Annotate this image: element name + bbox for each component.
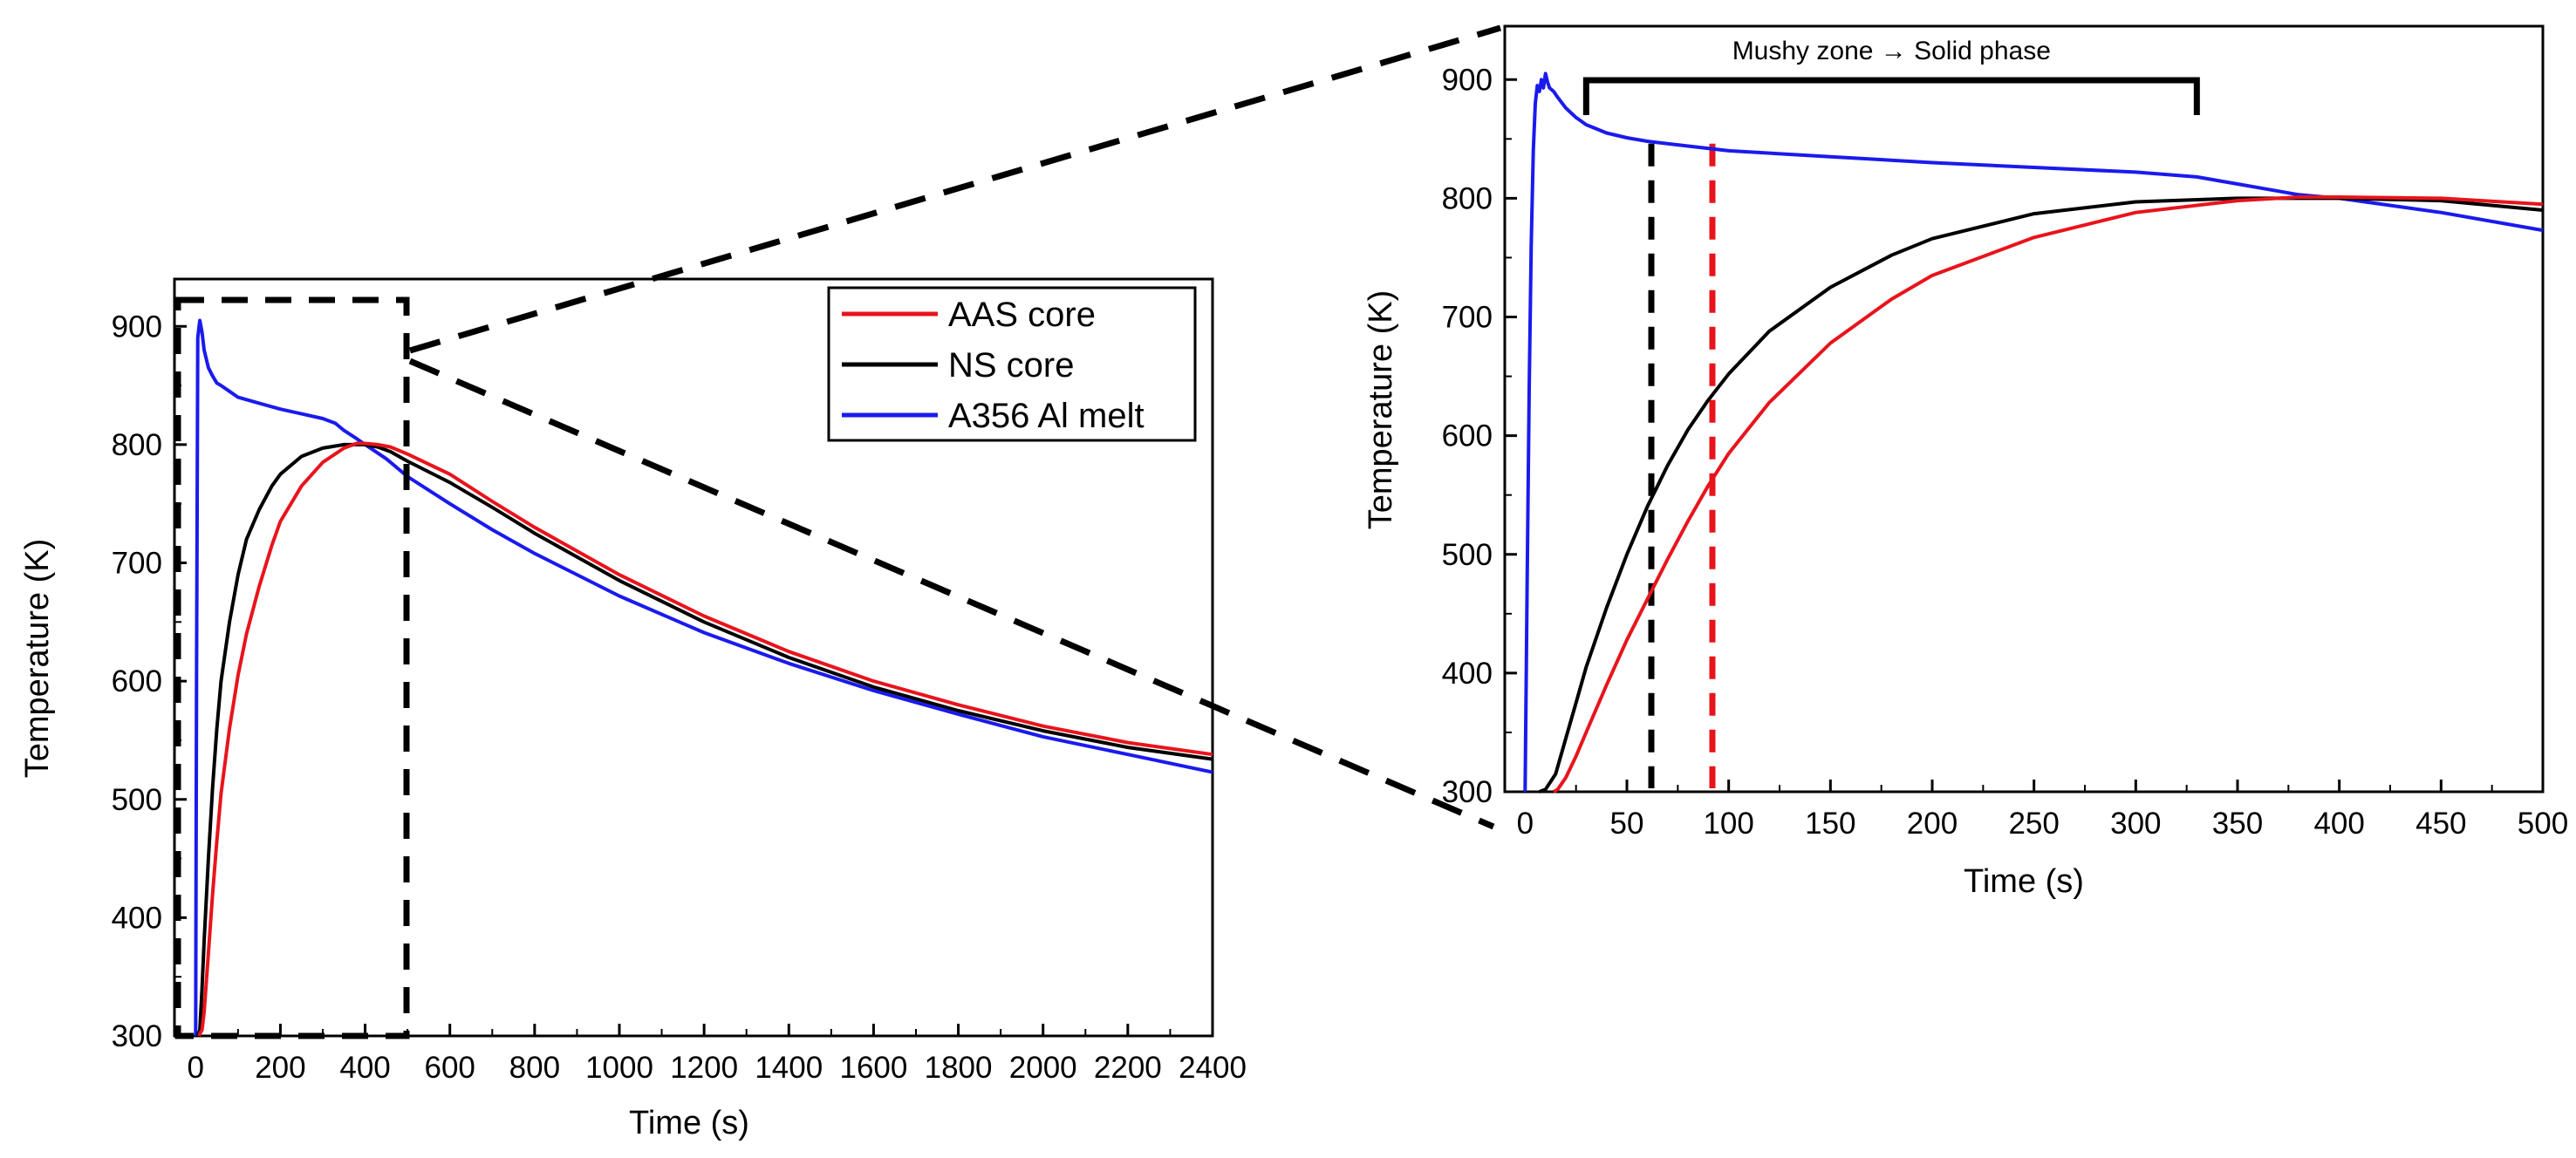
zoom-x-tick-label: 350 xyxy=(2212,807,2263,841)
zoom-x-tick-label: 150 xyxy=(1805,807,1855,841)
main-x-tick-label: 2000 xyxy=(1009,1051,1077,1085)
main-x-axis-label: Time (s) xyxy=(629,1105,749,1141)
zoom-x-tick-label: 500 xyxy=(2518,807,2568,841)
zoom-x-tick-label: 400 xyxy=(2313,807,2364,841)
zoom-y-tick-label: 500 xyxy=(1442,538,1493,572)
main-x-tick-label: 2200 xyxy=(1094,1051,1162,1085)
zoom-series-ns-core xyxy=(1538,196,2544,794)
zoom-x-tick-label: 100 xyxy=(1703,807,1753,841)
zoom-x-tick-label: 300 xyxy=(2110,807,2161,841)
zoom-y-tick-label: 900 xyxy=(1442,63,1493,97)
zoom-y-tick-label: 300 xyxy=(1442,775,1493,809)
main-x-tick-label: 200 xyxy=(255,1051,305,1085)
main-y-tick-label: 700 xyxy=(112,547,162,581)
zoom-y-tick-label: 600 xyxy=(1442,419,1493,453)
main-series-aas-core xyxy=(197,441,1213,1037)
main-series-ns-core xyxy=(195,442,1213,1037)
main-y-tick-label: 400 xyxy=(112,901,162,935)
legend-label-ns-core: NS core xyxy=(948,346,1075,385)
zoom-series-aas-core xyxy=(1553,195,2544,794)
connector-top xyxy=(409,24,1501,354)
zoom-x-tick-label: 50 xyxy=(1610,807,1644,841)
main-y-tick-label: 500 xyxy=(112,783,162,817)
zoom-x-tick-label: 450 xyxy=(2415,807,2466,841)
mushy-zone-bracket xyxy=(1582,77,2200,115)
main-chart: 0 200 400 600 800 1000 1200 1400 1600 1800 2000 220… xyxy=(19,277,1247,1141)
main-series xyxy=(194,318,1213,1037)
main-x-tick-label: 2400 xyxy=(1179,1051,1247,1085)
legend-label-aas-core: AAS core xyxy=(948,296,1096,334)
zoom-axes: 0 50 100 150 200 250 300 350 400 450 500 300 400 500 6… xyxy=(1442,63,2569,841)
main-y-tick-label: 800 xyxy=(112,428,162,462)
main-x-tick-label: 1400 xyxy=(755,1051,823,1085)
zoom-plot-frame xyxy=(1503,24,2545,794)
main-y-tick-label: 600 xyxy=(112,664,162,698)
zoom-series-a356-al-melt xyxy=(1523,72,2544,793)
zoom-series xyxy=(1523,72,2544,794)
main-plot-frame xyxy=(173,277,1214,1038)
main-x-tick-label: 400 xyxy=(339,1051,390,1085)
mushy-zone-annotation: Mushy zone → Solid phase xyxy=(1732,37,2051,65)
zoom-y-axis-label: Temperature (K) xyxy=(1363,290,1399,530)
main-x-tick-label: 600 xyxy=(425,1051,475,1085)
main-axes: 0 200 400 600 800 1000 1200 1400 1600 1800 2000 220… xyxy=(112,310,1247,1085)
zoom-x-axis-label: Time (s) xyxy=(1964,863,2084,900)
connector-bottom xyxy=(408,358,1495,830)
legend-label-a356-melt: A356 Al melt xyxy=(948,397,1145,435)
main-x-tick-label: 1000 xyxy=(585,1051,653,1085)
main-x-tick-label: 1800 xyxy=(925,1051,993,1085)
zoom-x-tick-label: 250 xyxy=(2008,807,2059,841)
main-x-tick-label: 1600 xyxy=(839,1051,907,1085)
main-y-tick-label: 900 xyxy=(112,310,162,344)
legend: AAS core NS core A356 Al melt xyxy=(827,286,1197,442)
zoom-x-tick-label: 200 xyxy=(1907,807,1958,841)
zoom-chart: 0 50 100 150 200 250 300 350 400 450 500 300 400 500 6… xyxy=(1363,24,2569,900)
zoom-x-tick-label: 0 xyxy=(1517,807,1534,841)
zoom-y-tick-label: 400 xyxy=(1442,657,1493,691)
main-y-axis-label: Temperature (K) xyxy=(19,539,56,779)
zoom-y-tick-label: 700 xyxy=(1442,301,1493,335)
zoom-y-tick-label: 800 xyxy=(1442,181,1493,215)
main-x-tick-label: 0 xyxy=(188,1051,204,1085)
main-x-tick-label: 800 xyxy=(509,1051,560,1085)
main-x-tick-label: 1200 xyxy=(670,1051,738,1085)
main-y-tick-label: 300 xyxy=(112,1019,162,1053)
main-series-a356-al-melt xyxy=(194,318,1213,1037)
zoom-plot-background xyxy=(1505,26,2543,792)
